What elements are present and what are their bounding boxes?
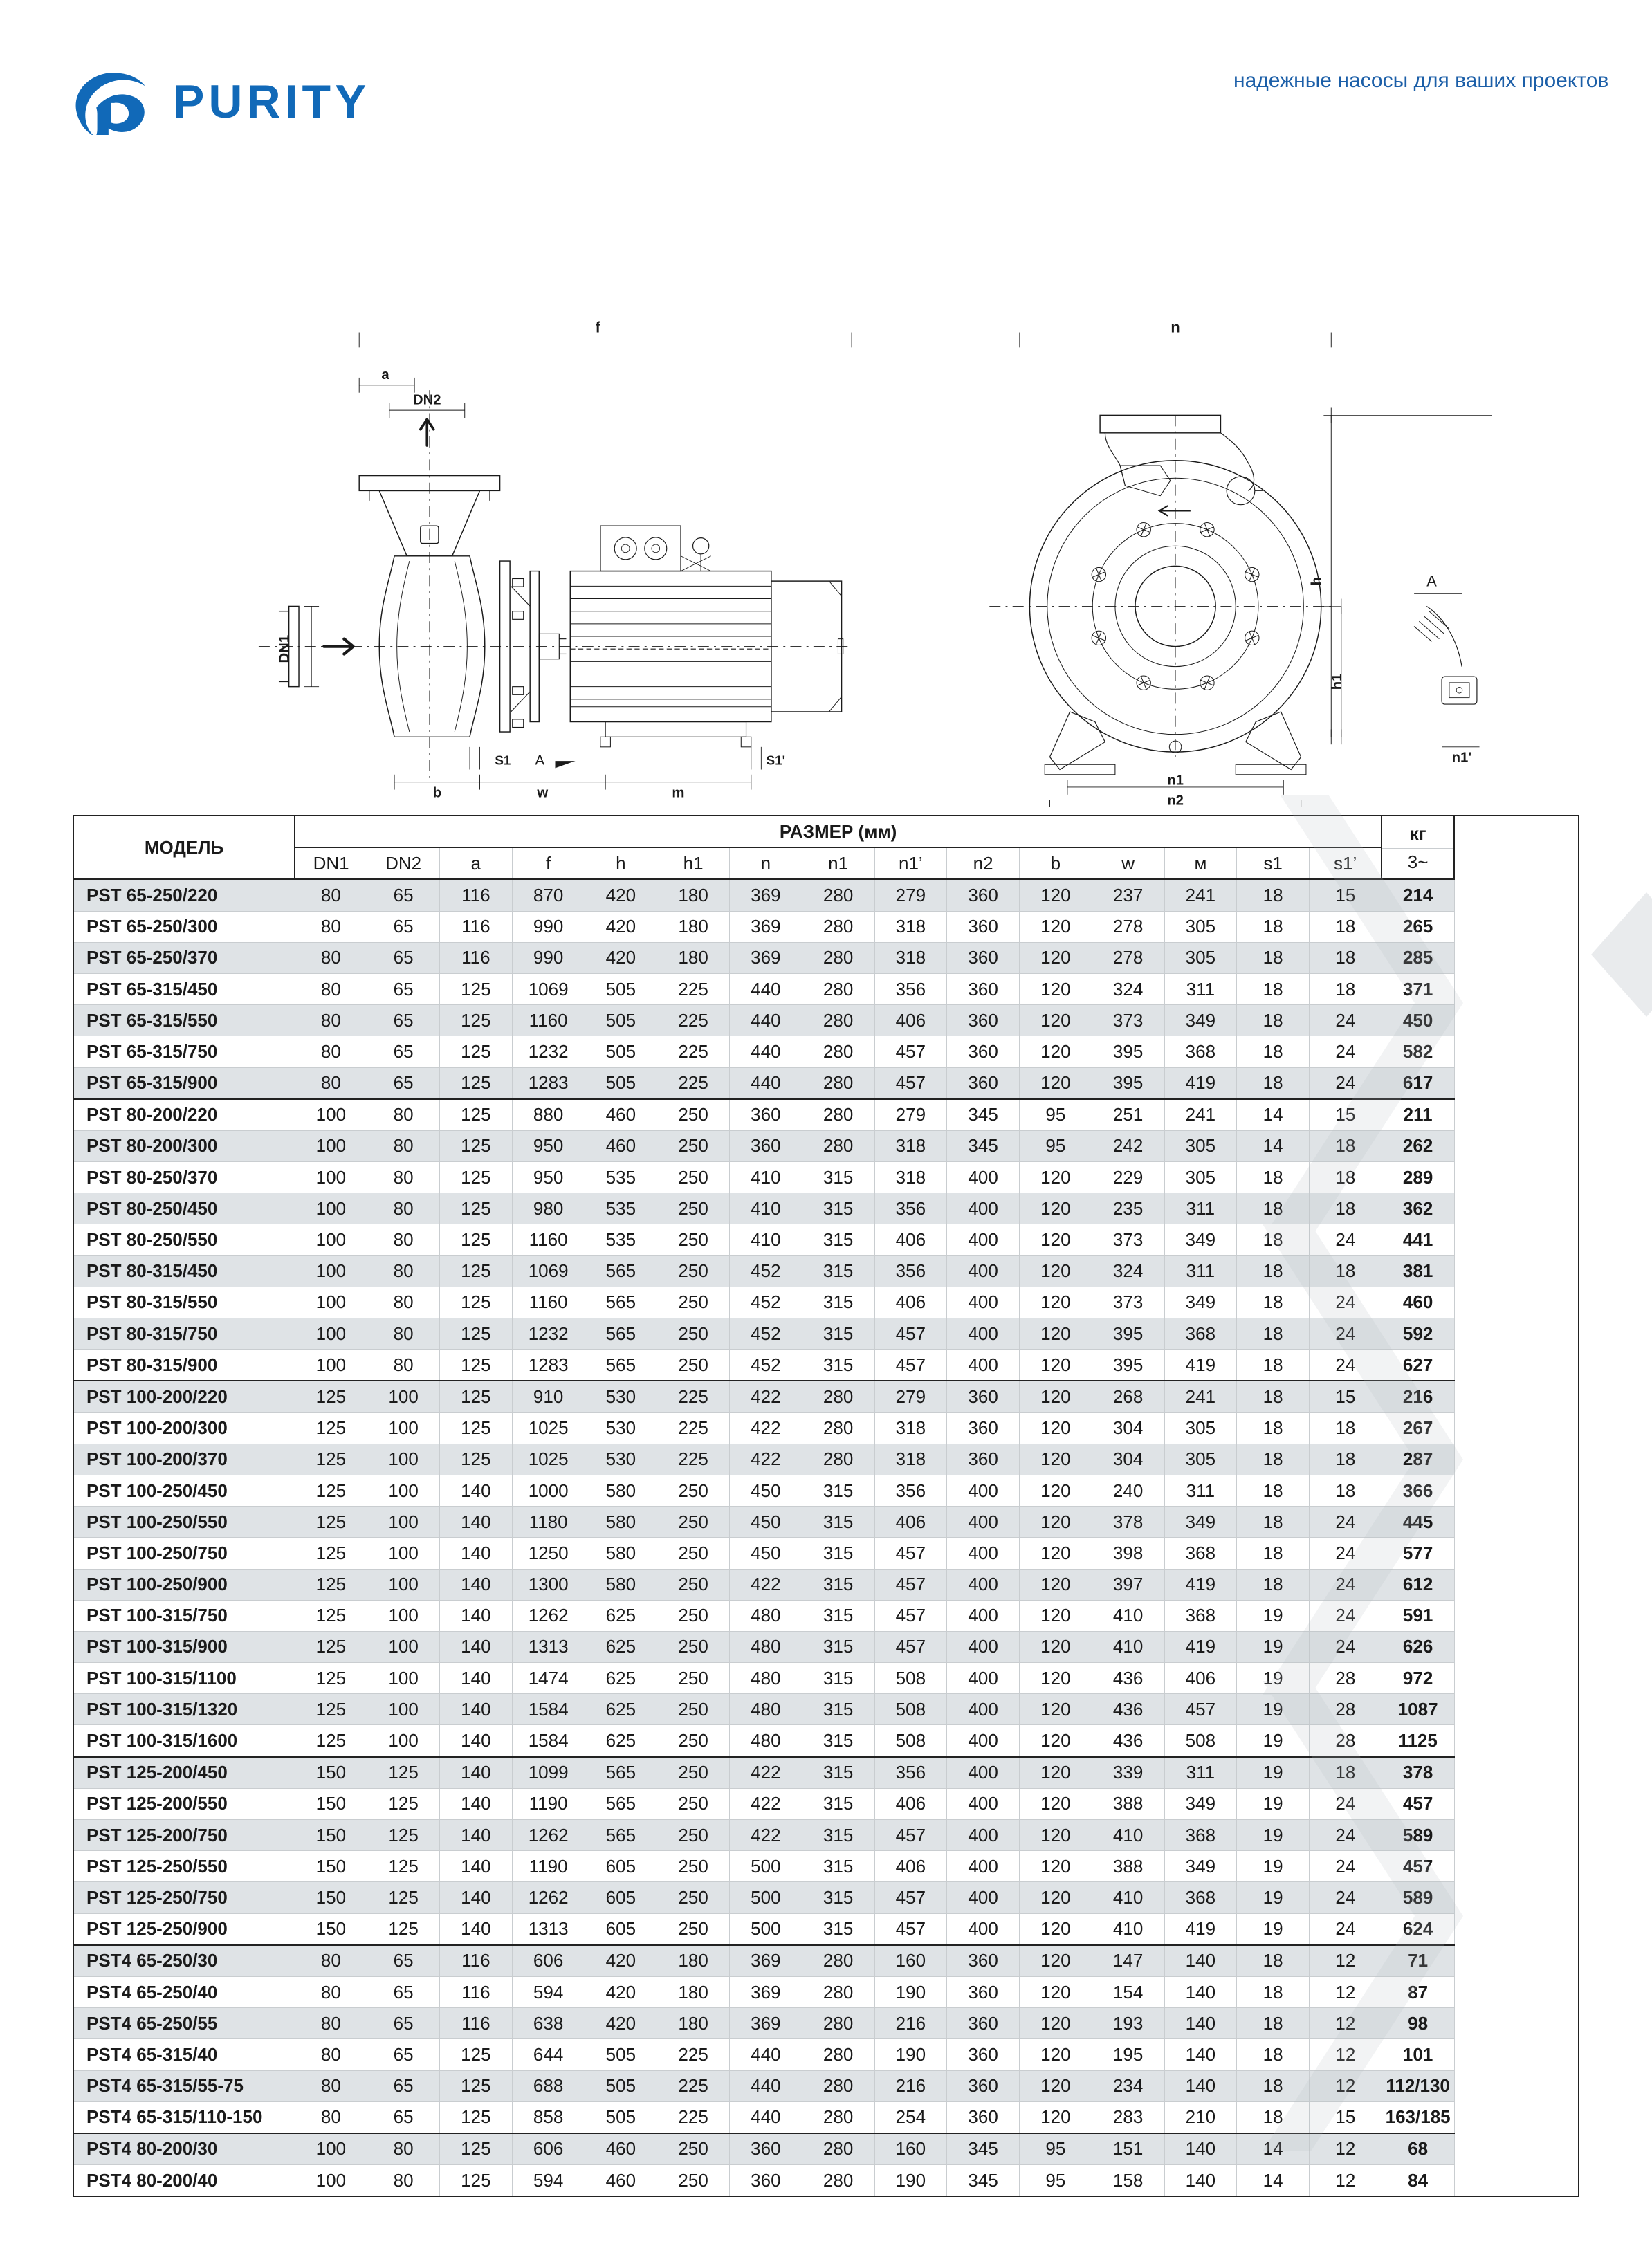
svg-text:a: a bbox=[381, 367, 389, 383]
svg-text:n1': n1' bbox=[1452, 751, 1472, 766]
svg-text:f: f bbox=[596, 319, 601, 336]
svg-text:S1: S1 bbox=[495, 753, 511, 768]
svg-text:n1: n1 bbox=[1167, 773, 1184, 788]
svg-text:b: b bbox=[433, 785, 441, 800]
svg-text:m: m bbox=[672, 785, 684, 800]
svg-text:w: w bbox=[536, 785, 548, 800]
svg-text:DN2: DN2 bbox=[413, 392, 441, 407]
svg-text:S1': S1' bbox=[767, 753, 786, 768]
svg-text:A: A bbox=[535, 753, 544, 768]
svg-text:h: h bbox=[1310, 577, 1325, 585]
svg-text:A: A bbox=[1426, 572, 1437, 589]
svg-text:DN1: DN1 bbox=[277, 635, 293, 663]
svg-text:h1: h1 bbox=[1330, 674, 1345, 690]
svg-text:n2: n2 bbox=[1167, 793, 1184, 807]
svg-text:n: n bbox=[1171, 319, 1180, 336]
